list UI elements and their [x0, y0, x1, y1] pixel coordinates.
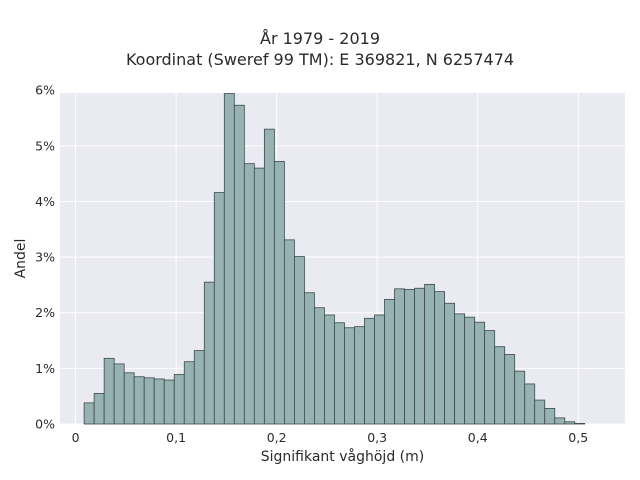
x-tick-label: 0,4	[468, 430, 488, 445]
histogram-bar	[253, 167, 265, 425]
histogram-bar	[534, 399, 546, 425]
x-tick-label: 0	[72, 430, 80, 445]
histogram-bar	[574, 423, 586, 425]
histogram-bar	[424, 283, 435, 425]
histogram-bar	[494, 346, 506, 425]
y-tick-label: 0%	[35, 417, 55, 432]
histogram-bar	[294, 256, 305, 425]
histogram-bar	[83, 402, 95, 425]
histogram-bar	[484, 330, 496, 425]
x-tick-label: 0,1	[166, 430, 186, 445]
histogram-bar	[143, 377, 155, 425]
histogram-bar	[324, 314, 335, 425]
y-axis-ticks: 0% 1% 2% 3% 4% 5% 6%	[35, 83, 55, 432]
histogram-bar	[404, 288, 415, 425]
histogram-bar	[514, 370, 526, 425]
histogram-bar	[344, 327, 355, 425]
histogram-bar	[314, 307, 325, 425]
histogram-bar	[283, 239, 295, 425]
y-tick-label: 6%	[35, 83, 55, 98]
y-tick-label: 3%	[35, 250, 55, 265]
histogram-bar	[354, 326, 365, 425]
x-axis-ticks: 0 0,1 0,2 0,3 0,4 0,5	[72, 430, 589, 445]
histogram-bar	[364, 317, 375, 425]
histogram-bar	[304, 292, 315, 425]
histogram-bar	[444, 302, 456, 425]
histogram-bar	[504, 354, 516, 425]
y-tick-label: 1%	[35, 361, 55, 376]
histogram-bar	[233, 104, 245, 425]
histogram-bar	[554, 417, 566, 425]
histogram-bar	[123, 372, 135, 425]
x-tick-label: 0,5	[568, 430, 588, 445]
histogram-bar	[263, 128, 275, 425]
histogram-bar	[213, 192, 225, 425]
chart-title: År 1979 - 2019	[260, 29, 380, 48]
x-axis-label: Signifikant våghöjd (m)	[261, 448, 424, 465]
histogram-bar	[223, 93, 235, 425]
x-tick-label: 0,2	[267, 430, 287, 445]
chart-subtitle: Koordinat (Sweref 99 TM): E 369821, N 62…	[125, 50, 515, 69]
histogram-bar	[544, 408, 556, 425]
y-tick-label: 2%	[35, 305, 55, 320]
histogram-bar	[133, 376, 145, 425]
histogram-bar	[173, 374, 185, 425]
histogram-bars	[83, 93, 586, 425]
histogram-bar	[454, 313, 466, 425]
histogram-bar	[384, 298, 395, 425]
y-tick-label: 4%	[35, 194, 55, 209]
histogram-bar	[334, 322, 345, 425]
histogram-bar	[183, 361, 195, 425]
histogram-bar	[374, 314, 385, 425]
histogram-bar	[103, 357, 115, 425]
histogram-bar	[394, 288, 405, 425]
histogram-bar	[524, 383, 536, 425]
x-tick-label: 0,3	[367, 430, 387, 445]
y-tick-label: 5%	[35, 138, 55, 153]
histogram-bar	[474, 321, 486, 425]
histogram-bar	[153, 378, 165, 425]
histogram-bar	[193, 350, 205, 425]
histogram-bar	[564, 421, 576, 425]
histogram-bar	[414, 287, 425, 425]
y-axis-label: Andel	[13, 239, 29, 279]
histogram-bar	[243, 163, 255, 425]
histogram-bar	[93, 393, 105, 425]
histogram-bar	[273, 161, 285, 425]
histogram-bar	[113, 363, 125, 425]
histogram-bar	[434, 291, 446, 425]
histogram-bar	[464, 316, 476, 425]
histogram-bar	[163, 379, 175, 425]
histogram-bar	[203, 281, 215, 425]
